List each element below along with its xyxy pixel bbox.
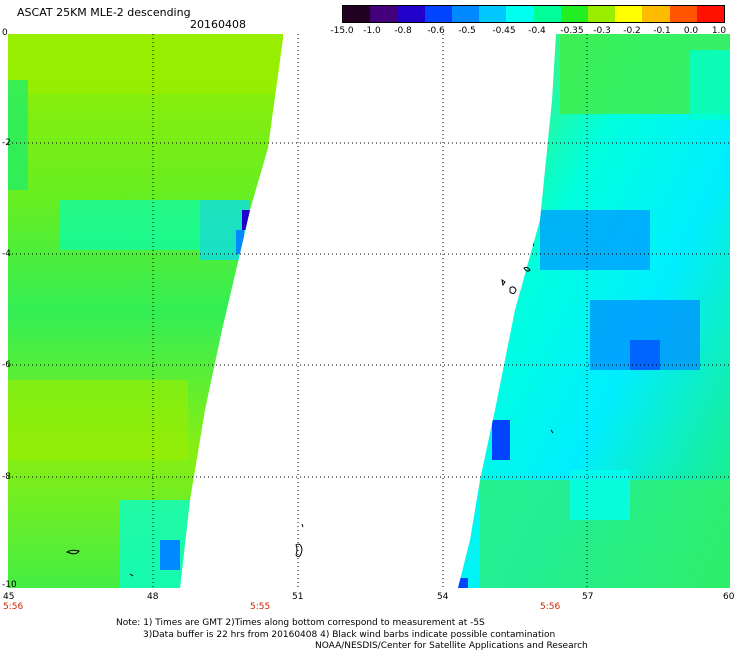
colorbar-tick: -0.6: [427, 26, 445, 36]
colorbar-tick: -0.5: [458, 26, 476, 36]
colorbar-tick: -0.45: [492, 26, 516, 36]
colorbar-tick: -1.0: [363, 26, 381, 36]
lat-label: -8: [2, 472, 11, 482]
left-swath: [8, 34, 283, 588]
colorbar-swatch: [696, 6, 725, 22]
map-date: 20160408: [190, 18, 246, 31]
lon-label: 45: [3, 592, 15, 602]
colorbar-tick: -0.8: [394, 26, 412, 36]
map-title: ASCAT 25KM MLE-2 descending: [17, 6, 191, 19]
colorbar-swatch: [397, 6, 425, 22]
lat-label: -10: [2, 580, 17, 590]
colorbar-swatch: [370, 6, 398, 22]
colorbar-swatch: [533, 6, 561, 22]
colorbar-swatch: [587, 6, 616, 22]
time-label: 5:56: [540, 602, 561, 612]
lon-label: 57: [582, 592, 594, 602]
colorbar-swatch: [506, 6, 534, 22]
lat-label: -6: [2, 360, 11, 370]
colorbar: [342, 5, 725, 23]
colorbar-tick: -0.3: [593, 26, 611, 36]
note-line-3: NOAA/NESDIS/Center for Satellite Applica…: [315, 641, 588, 651]
note-line-1: Note: 1) Times are GMT 2)Times along bot…: [116, 618, 485, 628]
colorbar-swatch: [560, 6, 588, 22]
colorbar-swatch: [343, 6, 371, 22]
colorbar-tick: -0.35: [560, 26, 584, 36]
colorbar-tick: 0.0: [683, 26, 699, 36]
note-line-2: 3)Data buffer is 22 hrs from 20160408 4)…: [143, 630, 556, 640]
lon-label: 48: [147, 592, 159, 602]
colorbar-tick: -0.1: [653, 26, 671, 36]
colorbar-tick: 1.0: [711, 26, 727, 36]
time-label: 5:55: [250, 602, 271, 612]
lat-label: 0: [2, 28, 8, 38]
colorbar-tick: -15.0: [330, 26, 354, 36]
colorbar-swatch: [424, 6, 452, 22]
colorbar-tick: -0.4: [528, 26, 546, 36]
colorbar-swatch: [451, 6, 480, 22]
lat-label: -2: [2, 138, 11, 148]
lon-label: 54: [437, 592, 449, 602]
time-label: 5:56: [3, 602, 24, 612]
colorbar-swatch: [615, 6, 643, 22]
lon-label: 51: [292, 592, 304, 602]
lon-label: 60: [723, 592, 735, 602]
right-swath: [458, 34, 730, 588]
colorbar-swatch: [479, 6, 507, 22]
lat-lon-grid: [8, 34, 730, 588]
island-outlines: [65, 266, 554, 577]
colorbar-swatch: [669, 6, 697, 22]
colorbar-tick: -0.2: [623, 26, 641, 36]
colorbar-swatch: [642, 6, 670, 22]
lat-label: -4: [2, 249, 11, 259]
